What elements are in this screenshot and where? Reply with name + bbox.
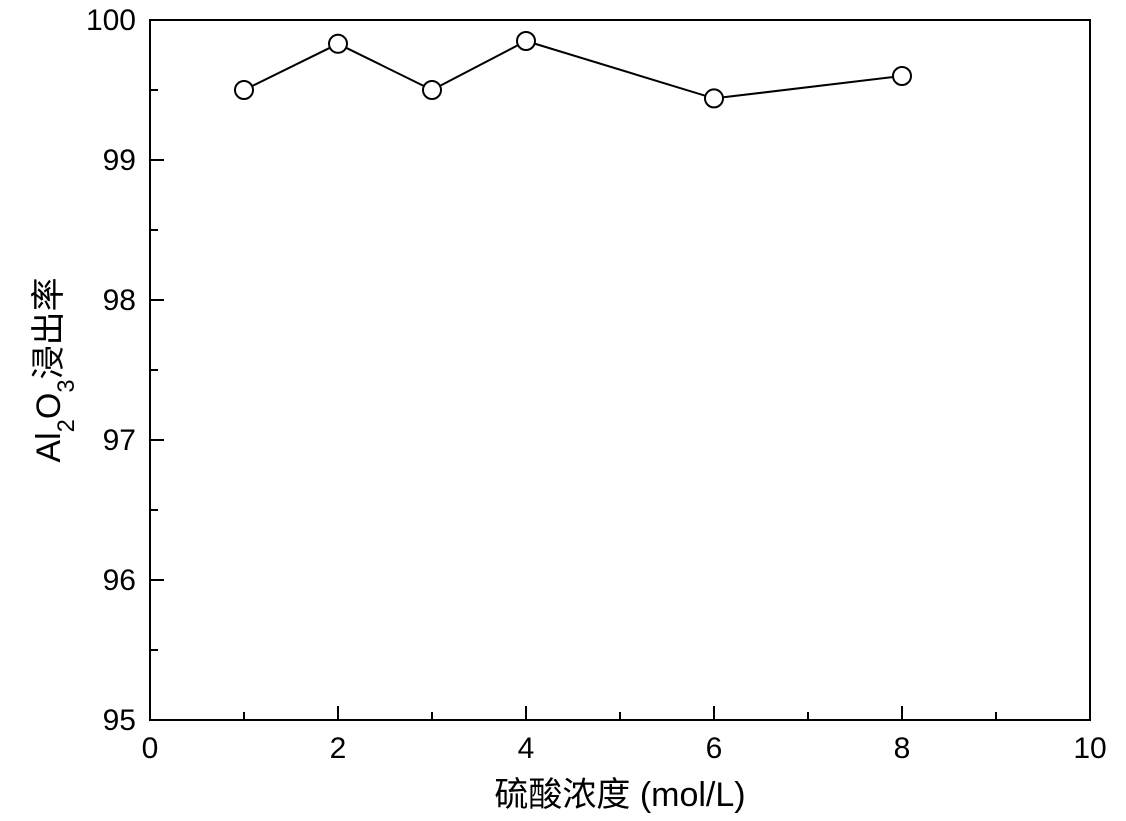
line-chart: 0 2 4 6 8 10 硫酸浓度 (mol/L) 95 96 97 98 99 100 Al2O3浸出率 — [0, 0, 1126, 821]
x-tick-label: 8 — [894, 732, 911, 765]
x-tick-label: 0 — [142, 732, 159, 765]
chart-container: 0 2 4 6 8 10 硫酸浓度 (mol/L) 95 96 97 98 99 100 Al2O3浸出率 — [0, 0, 1126, 821]
y-tick-label: 95 — [103, 704, 136, 737]
y-tick-label: 100 — [86, 4, 136, 37]
data-marker — [893, 67, 911, 85]
x-tick-label: 4 — [518, 732, 535, 765]
x-tick-label: 6 — [706, 732, 723, 765]
y-axis-label: Al2O3浸出率 — [30, 277, 80, 462]
x-tick-label: 2 — [330, 732, 347, 765]
data-marker — [235, 81, 253, 99]
data-marker — [517, 32, 535, 50]
y-tick-label: 99 — [103, 144, 136, 177]
data-marker — [705, 89, 723, 107]
y-tick-label: 96 — [103, 564, 136, 597]
y-tick-label: 98 — [103, 284, 136, 317]
y-tick-label: 97 — [103, 424, 136, 457]
data-marker — [329, 35, 347, 53]
data-marker — [423, 81, 441, 99]
x-tick-label: 10 — [1073, 732, 1106, 765]
plot-frame — [150, 20, 1090, 720]
x-axis-label: 硫酸浓度 (mol/L) — [494, 776, 745, 814]
